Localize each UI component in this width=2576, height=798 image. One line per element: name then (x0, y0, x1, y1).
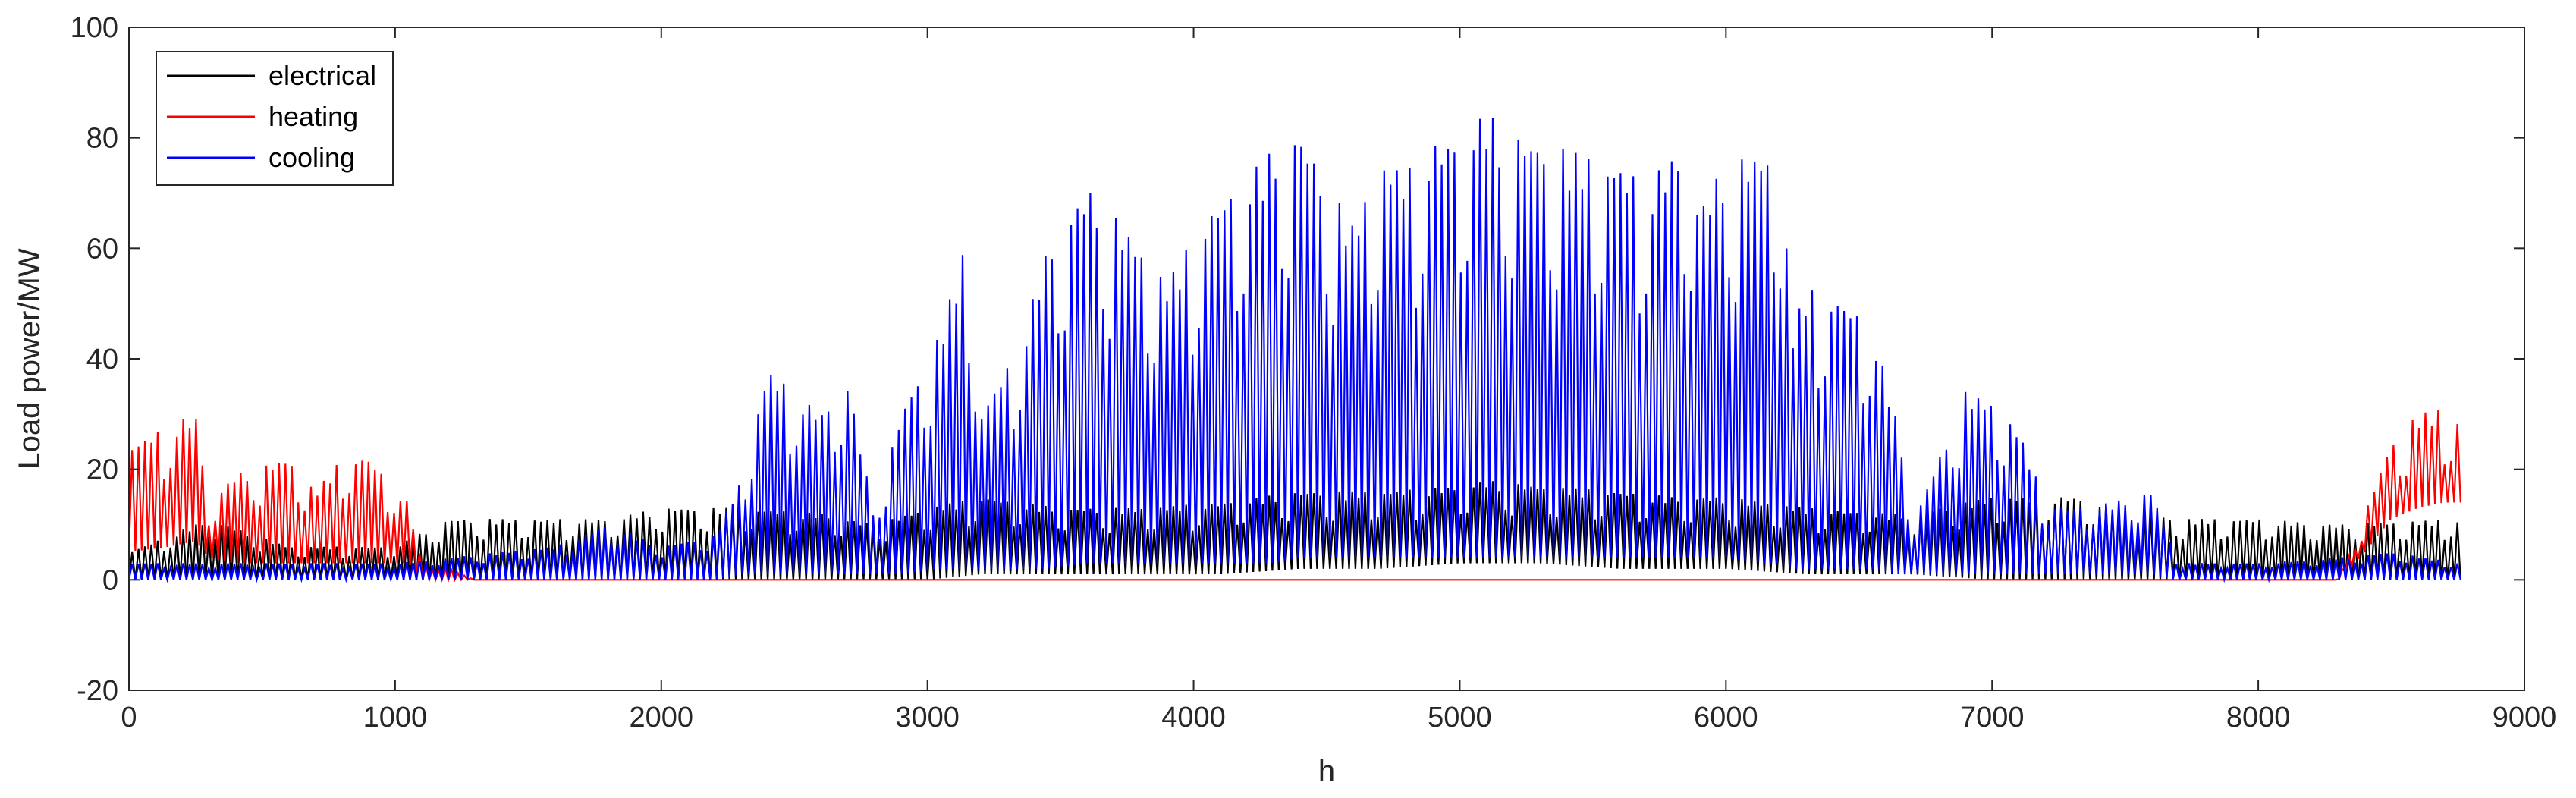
legend: electrical heating cooling (156, 51, 394, 186)
y-tick-label: 40 (86, 344, 118, 375)
y-tick-label: 20 (86, 454, 118, 486)
y-tick-label: 0 (102, 564, 118, 596)
legend-label-heating: heating (269, 101, 358, 132)
y-tick-label: 60 (86, 233, 118, 265)
series-line-cooling (129, 118, 2461, 583)
x-tick-label: 7000 (1960, 702, 2025, 734)
x-tick-label: 3000 (895, 702, 960, 734)
legend-label-electrical: electrical (269, 60, 376, 91)
series-layer (129, 118, 2461, 583)
x-tick-label: 0 (121, 702, 137, 734)
plot-area (129, 118, 2461, 583)
series-line-heating (129, 410, 2461, 583)
y-tick-label: -20 (77, 675, 118, 707)
x-tick-label: 5000 (1428, 702, 1492, 734)
x-tick-label: 1000 (363, 702, 428, 734)
x-tick-label: 4000 (1161, 702, 1226, 734)
legend-label-cooling: cooling (269, 142, 355, 173)
legend-box (156, 51, 394, 186)
x-tick-label: 6000 (1694, 702, 1758, 734)
y-tick-label: 80 (86, 123, 118, 155)
axes-layer: 0 1000 2000 3000 4000 5000 6000 7000 8000 9000-20… (71, 12, 2557, 734)
x-axis-title: h (1318, 755, 1335, 788)
x-tick-label: 2000 (630, 702, 694, 734)
y-tick-label: 100 (71, 12, 118, 44)
x-tick-label: 9000 (2493, 702, 2557, 734)
y-axis-title: Load power/MW (13, 248, 46, 469)
x-tick-label: 8000 (2226, 702, 2291, 734)
